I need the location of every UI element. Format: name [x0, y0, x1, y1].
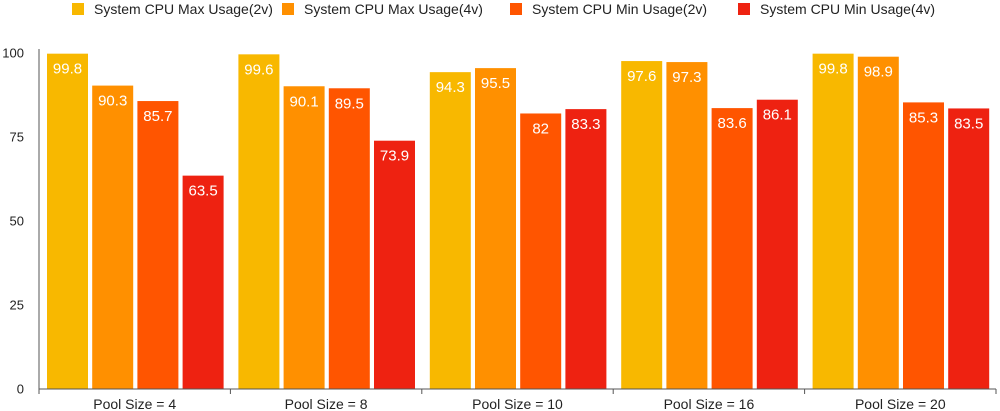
bar [857, 56, 899, 390]
bar-value-label: 99.6 [244, 61, 273, 78]
bar-value-label: 97.6 [627, 68, 656, 85]
y-tick-label: 0 [17, 382, 24, 397]
bar-value-label: 98.9 [864, 64, 893, 81]
y-tick-label: 25 [10, 298, 24, 313]
bar-value-label: 83.5 [954, 115, 983, 132]
bar [520, 113, 562, 389]
bar [429, 72, 471, 389]
bar-value-label: 97.3 [672, 69, 701, 86]
bar [283, 86, 325, 389]
bar-value-label: 83.3 [571, 116, 600, 133]
bar [903, 102, 944, 389]
x-category-label: Pool Size = 10 [472, 396, 563, 411]
bar-value-label: 95.5 [481, 75, 510, 92]
bar [666, 62, 708, 390]
bar-value-label: 94.3 [436, 79, 465, 96]
x-category-label: Pool Size = 20 [855, 396, 946, 411]
bar [182, 175, 224, 389]
bar-value-label: 73.9 [380, 148, 409, 165]
bar [475, 68, 516, 390]
bar [756, 99, 798, 389]
bar [812, 53, 854, 390]
bar-value-label: 90.3 [98, 93, 127, 110]
legend-swatch [738, 3, 750, 15]
bar-value-label: 63.5 [188, 183, 217, 200]
bar [238, 54, 280, 390]
bar-value-label: 89.5 [335, 95, 364, 112]
bar [621, 61, 663, 390]
bar-value-label: 82 [532, 120, 549, 137]
y-tick-label: 100 [2, 46, 24, 61]
bar-value-label: 85.7 [143, 108, 172, 125]
legend-label: System CPU Min Usage(2v) [532, 1, 707, 17]
bar [328, 88, 370, 389]
bar-value-label: 99.8 [53, 61, 82, 78]
bar [47, 53, 88, 390]
y-tick-label: 75 [10, 130, 24, 145]
bar [137, 101, 179, 389]
bar-value-label: 85.3 [909, 109, 938, 126]
legend-item: System CPU Min Usage(4v) [738, 1, 935, 17]
bar [565, 109, 607, 389]
x-category-label: Pool Size = 4 [93, 396, 176, 411]
y-axis: 0 25 50 75 100 [2, 46, 40, 397]
bar-value-label: 90.1 [289, 93, 318, 110]
legend-label: System CPU Max Usage(2v) [94, 1, 273, 17]
legend-label: System CPU Max Usage(4v) [304, 1, 483, 17]
bars: 99.8 90.3 85.7 63.5 99.6 90.1 89.5 73.9 94.3 95.5… [47, 53, 990, 390]
legend-swatch [282, 3, 294, 15]
x-category-label: Pool Size = 8 [285, 396, 368, 411]
legend-item: System CPU Min Usage(2v) [510, 1, 707, 17]
bar [374, 140, 415, 389]
legend: System CPU Max Usage(2v) System CPU Max U… [72, 1, 935, 17]
bar [92, 85, 134, 389]
bar [711, 108, 753, 389]
legend-swatch [72, 3, 84, 15]
legend-item: System CPU Max Usage(2v) [72, 1, 273, 17]
legend-item: System CPU Max Usage(4v) [282, 1, 483, 17]
legend-label: System CPU Min Usage(4v) [760, 1, 935, 17]
bar [948, 108, 990, 389]
bar-value-label: 86.1 [763, 107, 792, 124]
bar-value-label: 99.8 [818, 61, 847, 78]
legend-swatch [510, 3, 522, 15]
x-category-label: Pool Size = 16 [664, 396, 755, 411]
x-axis: Pool Size = 4 Pool Size = 8 Pool Size = 10… [38, 388, 997, 411]
y-tick-label: 50 [10, 214, 24, 229]
bar-value-label: 83.6 [717, 115, 746, 132]
